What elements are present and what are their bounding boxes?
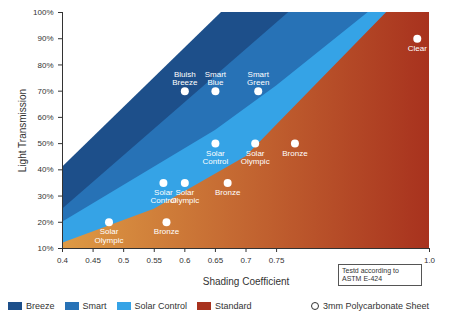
svg-text:0.65: 0.65 (208, 256, 224, 265)
svg-text:0.4: 0.4 (57, 256, 69, 265)
svg-text:SmartGreen: SmartGreen (247, 70, 270, 87)
svg-text:Bronze: Bronze (282, 149, 308, 158)
svg-text:SmartBlue: SmartBlue (205, 70, 227, 87)
svg-text:0.7: 0.7 (240, 256, 252, 265)
svg-text:Light Transmission: Light Transmission (17, 89, 28, 172)
svg-text:1.0: 1.0 (424, 256, 436, 265)
svg-text:90%: 90% (37, 34, 53, 43)
html-text:Smart: Smart (82, 301, 107, 311)
svg-text:50%: 50% (37, 139, 53, 148)
svg-text:0.55: 0.55 (146, 256, 162, 265)
svg-text:0.5: 0.5 (118, 256, 130, 265)
svg-text:SolarOlympic: SolarOlympic (170, 188, 199, 205)
svg-text:0.6: 0.6 (179, 256, 191, 265)
svg-text:40%: 40% (37, 165, 53, 174)
html-text:Solar: Solar (154, 187, 173, 197)
html-text:Standard: Standard (215, 301, 252, 311)
html-text:Testd according to ASTM E-424: Testd according to ASTM E-424 (342, 267, 399, 282)
svg-text:SolarOlympic: SolarOlympic (241, 149, 270, 166)
svg-text:0.75: 0.75 (269, 256, 285, 265)
svg-text:60%: 60% (37, 113, 53, 122)
svg-text:70%: 70% (37, 87, 53, 96)
html-text:Breeze: Breeze (26, 301, 55, 311)
svg-text:10%: 10% (37, 244, 53, 253)
svg-text:80%: 80% (37, 61, 53, 70)
svg-text:SolarControl: SolarControl (203, 149, 229, 166)
svg-text:30%: 30% (37, 192, 53, 201)
html-text:Control: Control (150, 196, 177, 206)
svg-text:Clear: Clear (408, 44, 427, 53)
svg-text:Bronze: Bronze (154, 227, 180, 236)
svg-text:0.45: 0.45 (85, 256, 101, 265)
svg-text:100%: 100% (33, 8, 53, 17)
svg-text:Bronze: Bronze (215, 188, 241, 197)
svg-text:20%: 20% (37, 218, 53, 227)
html-text:Solar Control: Solar Control (134, 301, 188, 311)
svg-text:Shading Coefficient: Shading Coefficient (203, 276, 290, 287)
svg-text:SolarOlympic: SolarOlympic (95, 227, 124, 244)
html-text:3mm Polycarbonate Sheet: 3mm Polycarbonate Sheet (322, 301, 429, 311)
svg-text:BluishBreeze: BluishBreeze (172, 70, 198, 87)
